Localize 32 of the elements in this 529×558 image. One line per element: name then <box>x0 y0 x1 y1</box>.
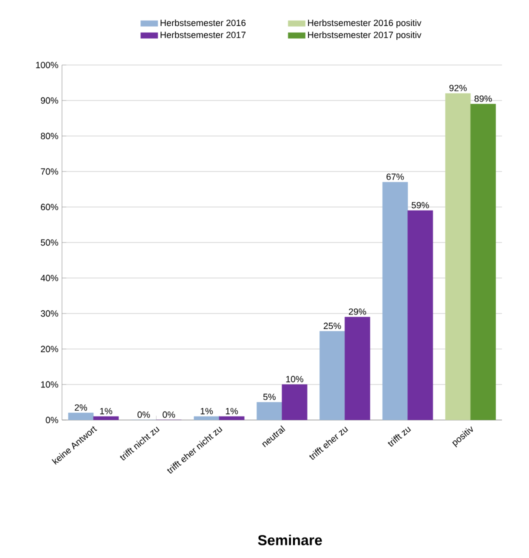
data-label: 0% <box>138 411 150 418</box>
x-tick-label: trifft eher zu <box>309 426 348 460</box>
data-label: 1% <box>200 408 213 414</box>
data-label: 0% <box>162 411 176 418</box>
text: Seminare <box>258 534 322 546</box>
data-label: 29% <box>348 308 366 315</box>
data-label: 1% <box>226 408 238 414</box>
y-tick-label: 90% <box>40 97 58 104</box>
data-label: 5% <box>263 394 276 400</box>
legend-label: Herbstsemester 2016 positiv <box>308 19 422 28</box>
data-label: 1% <box>100 408 112 414</box>
data-label: 67% <box>386 174 404 180</box>
y-tick-label: 80% <box>40 132 58 140</box>
legend-label: Herbstsemester 2017 <box>160 31 246 38</box>
y-tick-label: 70% <box>40 168 58 175</box>
y-tick-label: 0% <box>46 416 58 424</box>
y-tick-label: 60% <box>40 204 58 210</box>
data-label: 2% <box>74 404 88 411</box>
x-tick-label: trifft zu <box>388 426 411 446</box>
y-tick-label: 100% <box>36 62 58 68</box>
data-label: 10% <box>286 376 304 382</box>
y-tick-label: 40% <box>40 274 58 282</box>
legend-label: Herbstsemester 2016 <box>160 19 246 26</box>
data-label: 89% <box>474 95 492 102</box>
data-label: 59% <box>412 202 429 208</box>
data-label: 92% <box>449 84 467 92</box>
y-tick-label: 20% <box>40 346 58 352</box>
y-tick-label: 30% <box>40 310 58 317</box>
legend-label: Herbstsemester 2017 positiv <box>308 31 422 40</box>
data-label: 25% <box>324 322 341 330</box>
y-tick-label: 50% <box>40 239 58 246</box>
y-tick-label: 10% <box>41 381 58 388</box>
